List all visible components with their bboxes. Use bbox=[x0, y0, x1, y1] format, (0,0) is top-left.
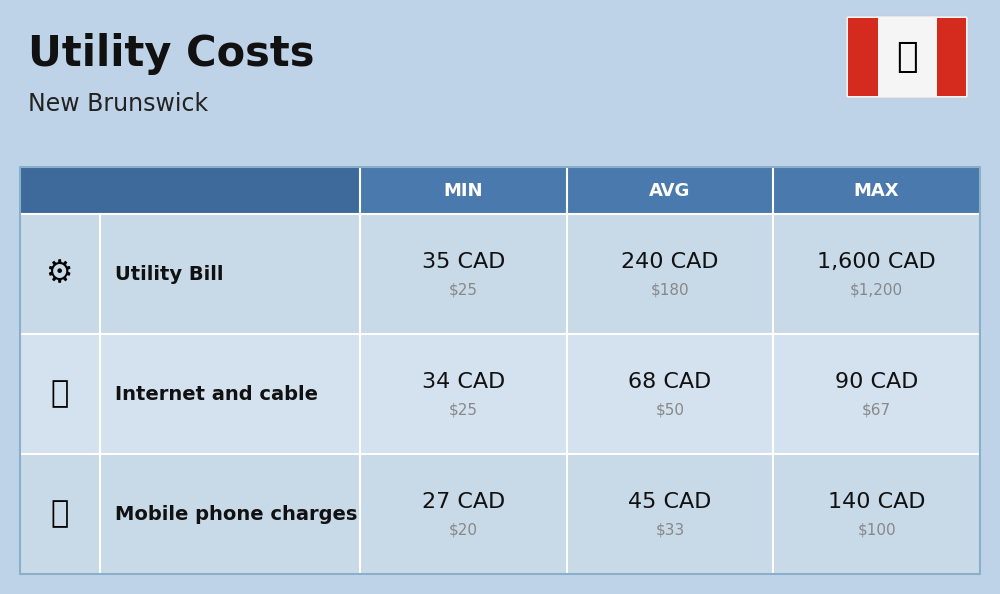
Text: 27 CAD: 27 CAD bbox=[422, 492, 505, 512]
Text: $25: $25 bbox=[449, 283, 478, 298]
Text: MIN: MIN bbox=[444, 182, 483, 200]
Text: 68 CAD: 68 CAD bbox=[628, 372, 712, 392]
Bar bbox=[20, 334, 980, 454]
Bar bbox=[936, 18, 966, 96]
Text: 🍁: 🍁 bbox=[896, 40, 918, 74]
Bar bbox=[20, 214, 980, 334]
Text: $25: $25 bbox=[449, 403, 478, 418]
Bar bbox=[20, 167, 980, 214]
Bar bbox=[20, 454, 100, 574]
Text: 📶: 📶 bbox=[51, 380, 69, 409]
Text: Internet and cable: Internet and cable bbox=[115, 384, 318, 403]
FancyBboxPatch shape bbox=[846, 16, 968, 98]
Text: Utility Bill: Utility Bill bbox=[115, 264, 224, 283]
Text: $180: $180 bbox=[651, 283, 689, 298]
Bar bbox=[20, 167, 360, 214]
Bar bbox=[20, 334, 100, 454]
Bar bbox=[20, 214, 100, 334]
Text: 34 CAD: 34 CAD bbox=[422, 372, 505, 392]
Text: 140 CAD: 140 CAD bbox=[828, 492, 925, 512]
Text: 1,600 CAD: 1,600 CAD bbox=[817, 252, 936, 272]
Bar bbox=[848, 18, 878, 96]
Text: 90 CAD: 90 CAD bbox=[835, 372, 918, 392]
Text: $100: $100 bbox=[857, 523, 896, 538]
Text: MAX: MAX bbox=[854, 182, 899, 200]
Bar bbox=[20, 167, 980, 574]
Text: 240 CAD: 240 CAD bbox=[621, 252, 719, 272]
Text: $33: $33 bbox=[655, 523, 685, 538]
Text: $1,200: $1,200 bbox=[850, 283, 903, 298]
Text: New Brunswick: New Brunswick bbox=[28, 92, 208, 116]
Text: 45 CAD: 45 CAD bbox=[628, 492, 712, 512]
Text: Mobile phone charges: Mobile phone charges bbox=[115, 504, 357, 523]
Text: $67: $67 bbox=[862, 403, 891, 418]
Text: $50: $50 bbox=[656, 403, 684, 418]
Text: $20: $20 bbox=[449, 523, 478, 538]
Bar bbox=[20, 454, 980, 574]
Text: AVG: AVG bbox=[649, 182, 691, 200]
Text: 35 CAD: 35 CAD bbox=[422, 252, 505, 272]
Text: 📱: 📱 bbox=[51, 500, 69, 529]
Text: Utility Costs: Utility Costs bbox=[28, 33, 314, 75]
Text: ⚙️: ⚙️ bbox=[46, 260, 74, 289]
